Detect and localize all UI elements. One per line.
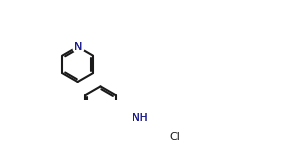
Text: NH: NH (132, 113, 147, 123)
Text: N: N (74, 42, 82, 52)
Text: Cl: Cl (169, 132, 180, 142)
Text: NH: NH (132, 113, 147, 123)
Text: N: N (74, 42, 82, 52)
